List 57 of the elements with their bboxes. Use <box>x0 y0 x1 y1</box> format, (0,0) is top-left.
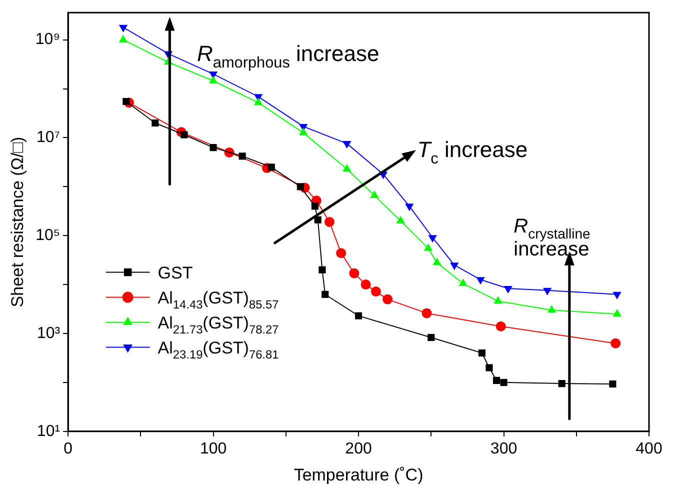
point <box>370 190 379 198</box>
point <box>354 312 362 320</box>
point <box>504 286 512 294</box>
point <box>478 349 486 357</box>
point <box>543 288 552 296</box>
point <box>210 144 217 152</box>
y-tick-label: 10⁷ <box>36 129 60 146</box>
point <box>610 338 621 348</box>
point <box>342 141 352 149</box>
point <box>428 334 435 342</box>
point <box>486 364 493 372</box>
legend-label: GST <box>158 263 193 282</box>
y-tick-label: 10¹ <box>36 422 60 440</box>
point <box>612 309 622 317</box>
y-axis-title: Sheet resistance (Ω/□) <box>8 136 27 308</box>
x-tick-label: 300 <box>490 440 518 458</box>
point <box>238 152 246 160</box>
point <box>324 216 334 227</box>
point <box>428 235 437 243</box>
point <box>432 258 442 266</box>
point <box>152 119 159 127</box>
point <box>322 290 329 298</box>
point <box>296 183 304 190</box>
point <box>268 164 275 171</box>
point <box>496 321 506 332</box>
point <box>349 268 360 278</box>
point <box>492 376 500 384</box>
x-tick-label: 400 <box>636 440 662 458</box>
point <box>122 98 130 106</box>
point <box>609 380 616 388</box>
point <box>458 278 468 286</box>
point <box>500 378 508 386</box>
point <box>424 243 433 251</box>
x-tick-label: 100 <box>200 440 227 458</box>
point <box>405 204 414 212</box>
point <box>558 380 566 388</box>
point <box>360 280 371 290</box>
point <box>370 286 381 297</box>
point <box>311 202 318 210</box>
point <box>547 305 556 313</box>
point <box>118 24 128 32</box>
y-tick-label: 10⁵ <box>36 227 60 244</box>
point <box>180 131 188 138</box>
point <box>476 277 485 285</box>
point <box>336 248 346 258</box>
y-tick-label: 10³ <box>36 324 61 342</box>
point <box>382 294 393 304</box>
point <box>314 216 322 224</box>
x-tick-label: 0 <box>64 440 73 458</box>
x-tick-label: 200 <box>345 440 372 458</box>
point <box>494 296 502 304</box>
x-axis-title: Temperature (˚C) <box>294 465 424 484</box>
y-tick-label: 10⁹ <box>35 31 60 48</box>
point <box>318 266 326 274</box>
point <box>612 292 622 300</box>
point <box>422 308 432 318</box>
point <box>450 262 459 270</box>
